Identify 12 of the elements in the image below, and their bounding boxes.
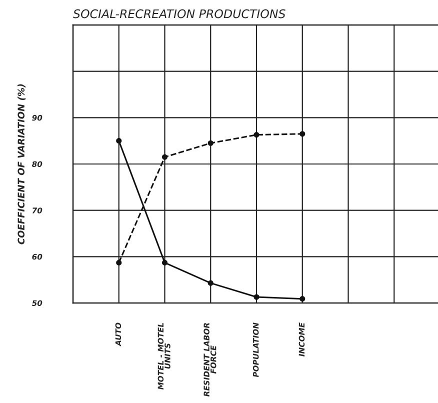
point [116, 138, 122, 144]
point [300, 296, 306, 302]
point [162, 154, 168, 160]
point [208, 280, 214, 286]
point [116, 260, 122, 266]
y-axis-title: COEFFICIENT OF VARIATION (%) [18, 84, 26, 244]
point [300, 131, 306, 137]
point [254, 294, 260, 300]
point [162, 260, 168, 266]
point [254, 132, 260, 138]
point [208, 140, 214, 146]
chart-title: SOCIAL-RECREATION PRODUCTIONS [73, 9, 286, 18]
